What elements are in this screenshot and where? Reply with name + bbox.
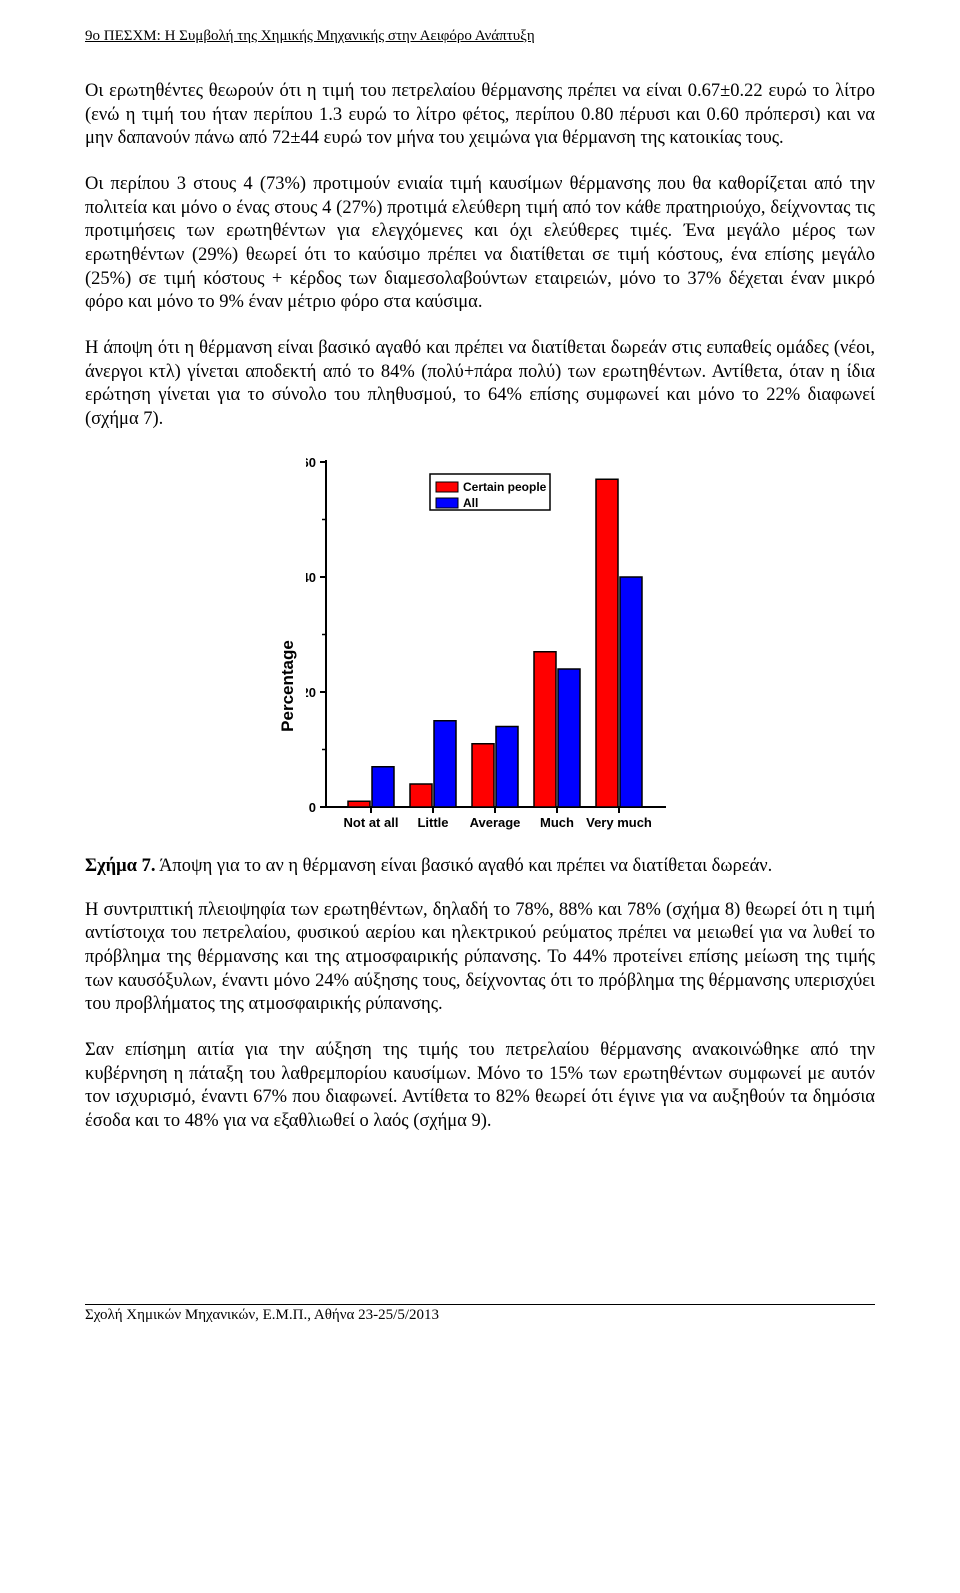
chart-plot-area: 0 20 40 60 Not at all Little Average Much Very m… <box>306 454 686 854</box>
paragraph-3: Η άποψη ότι η θέρμανση είναι βασικό αγαθ… <box>85 337 875 432</box>
page-header: 9ο ΠΕΣΧΜ: Η Συμβολή της Χημικής Μηχανική… <box>85 28 875 48</box>
paragraph-4: Η συντριπτική πλειοψηφία των ερωτηθέντων… <box>85 899 875 1017</box>
svg-text:Little: Little <box>417 815 448 830</box>
svg-text:Much: Much <box>540 815 574 830</box>
svg-text:Not at all: Not at all <box>344 815 399 830</box>
svg-text:All: All <box>463 496 478 510</box>
svg-text:Average: Average <box>470 815 521 830</box>
figure-caption-number: Σχήμα 7. <box>85 856 155 876</box>
bar-chart-svg: 0 20 40 60 Not at all Little Average Much Very m… <box>306 454 686 854</box>
figure-caption: Σχήμα 7. Άποψη για το αν η θέρμανση είνα… <box>85 856 875 877</box>
svg-text:Certain people: Certain people <box>463 480 547 494</box>
svg-text:40: 40 <box>306 570 316 585</box>
paragraph-1: Οι ερωτηθέντες θεωρούν ότι η τιμή του πε… <box>85 80 875 151</box>
figure-caption-text: Άποψη για το αν η θέρμανση είναι βασικό … <box>155 856 772 876</box>
svg-text:Very much: Very much <box>586 815 652 830</box>
svg-text:20: 20 <box>306 685 316 700</box>
paragraph-2: Οι περίπου 3 στους 4 (73%) προτιμούν ενι… <box>85 173 875 315</box>
paragraph-5: Σαν επίσημη αιτία για την αύξηση της τιμ… <box>85 1039 875 1134</box>
svg-text:60: 60 <box>306 455 316 470</box>
svg-text:0: 0 <box>309 800 316 815</box>
chart-y-axis-label: Percentage <box>278 640 298 732</box>
chart-container: Percentage 0 20 40 60 Not at all Little Averag… <box>260 454 700 854</box>
page-footer: Σχολή Χημικών Μηχανικών, Ε.Μ.Π., Αθήνα 2… <box>85 1304 875 1324</box>
chart-wrapper: Percentage 0 20 40 60 Not at all Little Averag… <box>85 454 875 854</box>
